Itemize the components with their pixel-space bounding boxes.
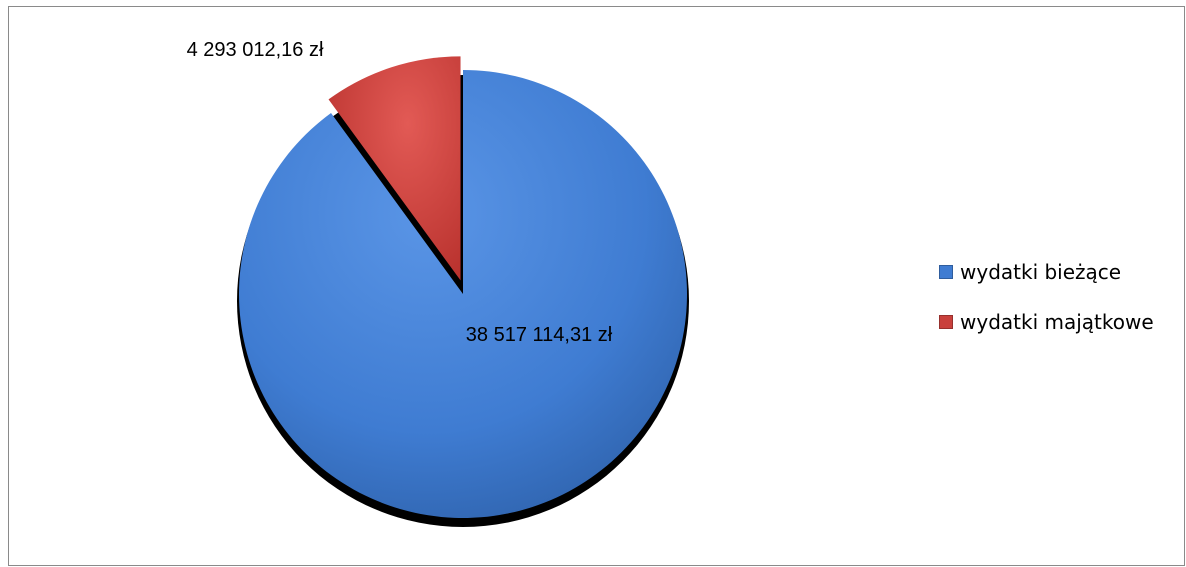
legend-item-wydatki-biezace: wydatki bieżące: [939, 259, 1154, 285]
pie-slices: [239, 56, 687, 518]
data-label-wydatki-majatkowe: 4 293 012,16 zł: [187, 39, 324, 61]
legend-item-wydatki-majatkowe: wydatki majątkowe: [939, 309, 1154, 335]
legend: wydatki bieżące wydatki majątkowe: [939, 259, 1154, 359]
legend-label: wydatki bieżące: [960, 260, 1122, 284]
pie-slice-wydatki-biezace: [239, 70, 687, 518]
pie-chart: 38 517 114,31 zł 4 293 012,16 zł: [187, 39, 689, 527]
legend-label: wydatki majątkowe: [960, 310, 1154, 334]
chart-frame: 38 517 114,31 zł 4 293 012,16 zł wydatki…: [8, 6, 1185, 566]
data-label-wydatki-biezace: 38 517 114,31 zł: [466, 324, 613, 346]
legend-swatch-red-icon: [939, 315, 953, 329]
pie-slice-wydatki-majatkowe: [328, 56, 461, 281]
legend-swatch-blue-icon: [939, 265, 953, 279]
